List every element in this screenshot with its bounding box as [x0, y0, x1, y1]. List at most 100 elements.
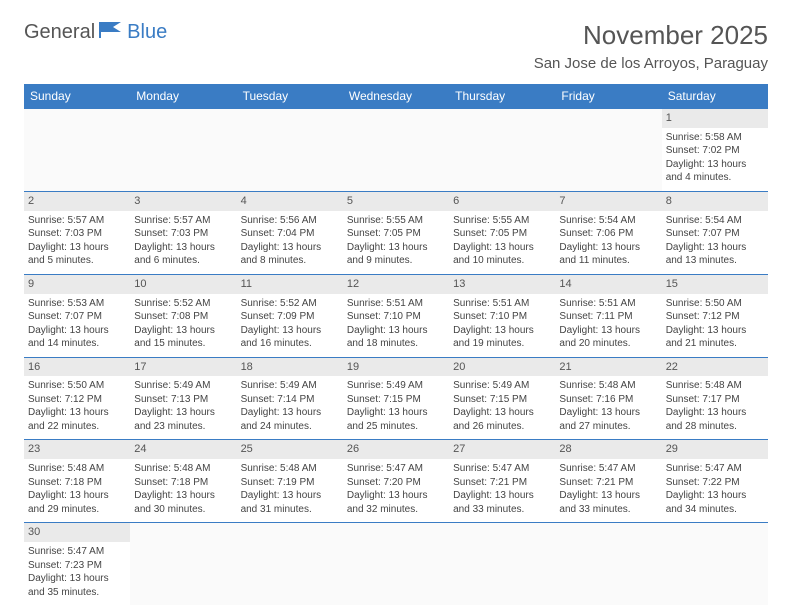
calendar-cell: 29Sunrise: 5:47 AMSunset: 7:22 PMDayligh…	[662, 440, 768, 523]
day-header-row: Sunday Monday Tuesday Wednesday Thursday…	[24, 84, 768, 109]
calendar-cell	[449, 523, 555, 605]
day-number: 15	[662, 275, 768, 294]
cell-daylight1: Daylight: 13 hours	[666, 489, 764, 503]
cell-sunset: Sunset: 7:07 PM	[28, 310, 126, 324]
day-number: 26	[343, 440, 449, 459]
cell-daylight1: Daylight: 13 hours	[453, 489, 551, 503]
cell-sunrise: Sunrise: 5:57 AM	[134, 214, 232, 228]
cell-daylight2: and 33 minutes.	[559, 503, 657, 517]
cell-sunset: Sunset: 7:19 PM	[241, 476, 339, 490]
cell-daylight2: and 24 minutes.	[241, 420, 339, 434]
cell-sunset: Sunset: 7:11 PM	[559, 310, 657, 324]
calendar-cell	[130, 523, 236, 605]
calendar-cell	[130, 109, 236, 192]
cell-daylight2: and 35 minutes.	[28, 586, 126, 600]
calendar-cell: 14Sunrise: 5:51 AMSunset: 7:11 PMDayligh…	[555, 274, 661, 357]
month-title: November 2025	[534, 20, 768, 51]
cell-daylight1: Daylight: 13 hours	[28, 489, 126, 503]
cell-daylight1: Daylight: 13 hours	[559, 241, 657, 255]
calendar-cell: 5Sunrise: 5:55 AMSunset: 7:05 PMDaylight…	[343, 191, 449, 274]
calendar-cell: 24Sunrise: 5:48 AMSunset: 7:18 PMDayligh…	[130, 440, 236, 523]
cell-sunrise: Sunrise: 5:55 AM	[453, 214, 551, 228]
cell-sunrise: Sunrise: 5:51 AM	[347, 297, 445, 311]
calendar-week-row: 2Sunrise: 5:57 AMSunset: 7:03 PMDaylight…	[24, 191, 768, 274]
calendar-week-row: 23Sunrise: 5:48 AMSunset: 7:18 PMDayligh…	[24, 440, 768, 523]
cell-daylight2: and 19 minutes.	[453, 337, 551, 351]
calendar-cell	[555, 109, 661, 192]
calendar-cell: 12Sunrise: 5:51 AMSunset: 7:10 PMDayligh…	[343, 274, 449, 357]
day-number: 5	[343, 192, 449, 211]
cell-daylight1: Daylight: 13 hours	[134, 406, 232, 420]
cell-daylight1: Daylight: 13 hours	[347, 324, 445, 338]
logo-text-general: General	[24, 21, 95, 44]
day-number: 9	[24, 275, 130, 294]
day-number: 7	[555, 192, 661, 211]
cell-sunset: Sunset: 7:10 PM	[347, 310, 445, 324]
calendar-cell: 13Sunrise: 5:51 AMSunset: 7:10 PMDayligh…	[449, 274, 555, 357]
cell-sunset: Sunset: 7:03 PM	[28, 227, 126, 241]
cell-sunrise: Sunrise: 5:47 AM	[28, 545, 126, 559]
calendar-cell: 19Sunrise: 5:49 AMSunset: 7:15 PMDayligh…	[343, 357, 449, 440]
calendar-cell: 22Sunrise: 5:48 AMSunset: 7:17 PMDayligh…	[662, 357, 768, 440]
cell-sunrise: Sunrise: 5:57 AM	[28, 214, 126, 228]
calendar-cell: 1Sunrise: 5:58 AMSunset: 7:02 PMDaylight…	[662, 109, 768, 192]
cell-daylight1: Daylight: 13 hours	[453, 406, 551, 420]
cell-daylight2: and 9 minutes.	[347, 254, 445, 268]
cell-sunset: Sunset: 7:12 PM	[28, 393, 126, 407]
calendar-cell: 15Sunrise: 5:50 AMSunset: 7:12 PMDayligh…	[662, 274, 768, 357]
cell-sunrise: Sunrise: 5:48 AM	[28, 462, 126, 476]
title-block: November 2025 San Jose de los Arroyos, P…	[534, 20, 768, 72]
calendar-body: 1Sunrise: 5:58 AMSunset: 7:02 PMDaylight…	[24, 109, 768, 606]
day-number: 25	[237, 440, 343, 459]
cell-sunset: Sunset: 7:21 PM	[453, 476, 551, 490]
cell-daylight2: and 14 minutes.	[28, 337, 126, 351]
day-number: 10	[130, 275, 236, 294]
cell-sunset: Sunset: 7:06 PM	[559, 227, 657, 241]
cell-sunrise: Sunrise: 5:47 AM	[453, 462, 551, 476]
day-number: 2	[24, 192, 130, 211]
cell-sunrise: Sunrise: 5:50 AM	[28, 379, 126, 393]
cell-daylight1: Daylight: 13 hours	[28, 324, 126, 338]
day-number: 13	[449, 275, 555, 294]
cell-daylight2: and 31 minutes.	[241, 503, 339, 517]
calendar-cell: 7Sunrise: 5:54 AMSunset: 7:06 PMDaylight…	[555, 191, 661, 274]
cell-sunset: Sunset: 7:05 PM	[453, 227, 551, 241]
cell-sunset: Sunset: 7:04 PM	[241, 227, 339, 241]
cell-daylight1: Daylight: 13 hours	[134, 489, 232, 503]
day-number: 30	[24, 523, 130, 542]
calendar-week-row: 30Sunrise: 5:47 AMSunset: 7:23 PMDayligh…	[24, 523, 768, 605]
cell-daylight2: and 13 minutes.	[666, 254, 764, 268]
calendar-cell	[237, 109, 343, 192]
cell-daylight1: Daylight: 13 hours	[241, 489, 339, 503]
cell-daylight2: and 11 minutes.	[559, 254, 657, 268]
cell-daylight2: and 6 minutes.	[134, 254, 232, 268]
cell-sunrise: Sunrise: 5:47 AM	[347, 462, 445, 476]
calendar-cell: 21Sunrise: 5:48 AMSunset: 7:16 PMDayligh…	[555, 357, 661, 440]
cell-sunrise: Sunrise: 5:47 AM	[666, 462, 764, 476]
cell-daylight2: and 10 minutes.	[453, 254, 551, 268]
cell-daylight1: Daylight: 13 hours	[453, 241, 551, 255]
cell-sunset: Sunset: 7:20 PM	[347, 476, 445, 490]
calendar-cell: 4Sunrise: 5:56 AMSunset: 7:04 PMDaylight…	[237, 191, 343, 274]
cell-daylight1: Daylight: 13 hours	[347, 241, 445, 255]
cell-sunset: Sunset: 7:12 PM	[666, 310, 764, 324]
cell-sunset: Sunset: 7:15 PM	[347, 393, 445, 407]
cell-sunrise: Sunrise: 5:48 AM	[134, 462, 232, 476]
cell-daylight2: and 15 minutes.	[134, 337, 232, 351]
cell-sunrise: Sunrise: 5:55 AM	[347, 214, 445, 228]
cell-sunset: Sunset: 7:13 PM	[134, 393, 232, 407]
cell-sunrise: Sunrise: 5:51 AM	[559, 297, 657, 311]
calendar-cell: 2 Sunrise: 5:57 AMSunset: 7:03 PMDaylight…	[24, 191, 130, 274]
cell-daylight1: Daylight: 13 hours	[28, 241, 126, 255]
cell-daylight2: and 5 minutes.	[28, 254, 126, 268]
calendar-cell: 27Sunrise: 5:47 AMSunset: 7:21 PMDayligh…	[449, 440, 555, 523]
cell-daylight2: and 27 minutes.	[559, 420, 657, 434]
cell-daylight1: Daylight: 13 hours	[347, 489, 445, 503]
cell-daylight1: Daylight: 13 hours	[666, 324, 764, 338]
cell-sunset: Sunset: 7:23 PM	[28, 559, 126, 573]
cell-daylight2: and 30 minutes.	[134, 503, 232, 517]
day-number: 17	[130, 358, 236, 377]
cell-daylight1: Daylight: 13 hours	[134, 241, 232, 255]
cell-daylight2: and 21 minutes.	[666, 337, 764, 351]
cell-daylight1: Daylight: 13 hours	[666, 158, 764, 172]
